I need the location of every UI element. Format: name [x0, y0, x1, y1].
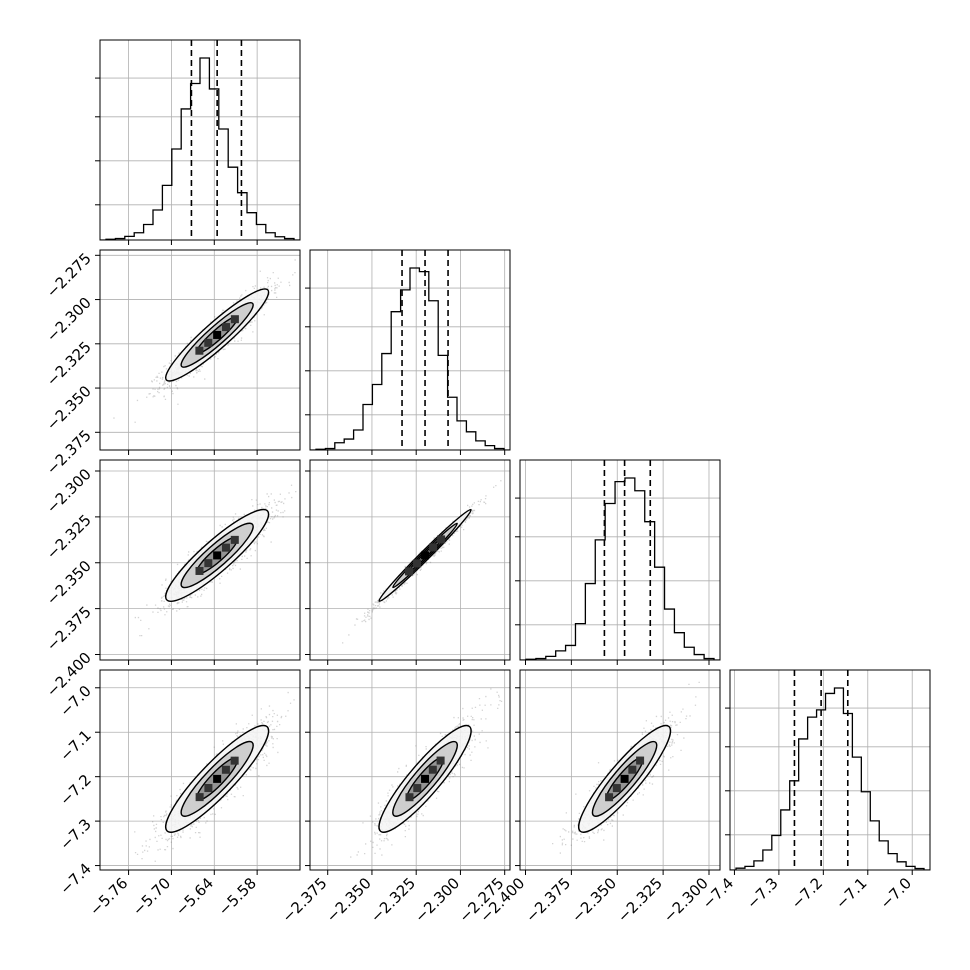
panel-frame: [309, 669, 511, 871]
y-tick-label: −7.3: [56, 815, 94, 853]
panel-2-1: [305, 459, 511, 665]
panel-3-3: −7.4 −7.3 −7.2 −7.1 −7.0: [699, 669, 931, 913]
density-core-1-0: [222, 323, 231, 332]
panel-2-2: [515, 459, 721, 665]
x-tick-label: −2.325: [614, 874, 666, 926]
panel-2-0: −2.400−2.375−2.350−2.325−2.300: [43, 459, 301, 701]
panel-1-0: −2.375−2.350−2.325−2.300−2.275: [43, 249, 301, 478]
density-core-2-1: [429, 543, 438, 552]
panel-frame: [519, 459, 721, 661]
density-core-3-2: [636, 756, 645, 765]
y-tick-label: −2.350: [43, 382, 95, 434]
density-core-3-0: [195, 793, 204, 802]
x-tick-label: −5.64: [172, 874, 217, 919]
density-core-3-1: [405, 793, 414, 802]
panel-frame: [309, 249, 511, 451]
density-core-1-0: [230, 315, 239, 324]
density-core-3-2: [628, 765, 637, 774]
density-core-3-2: [620, 774, 629, 783]
histogram-3: [730, 687, 930, 870]
density-core-3-1: [421, 774, 430, 783]
x-tick-label: −5.70: [129, 874, 174, 919]
panel-frame: [99, 669, 301, 871]
panel-frame: [729, 669, 931, 871]
panel-0-0: [95, 39, 301, 245]
x-tick-label: −2.350: [323, 874, 375, 926]
panel-frame: [99, 459, 301, 661]
y-tick-label: −2.300: [43, 294, 95, 346]
x-tick-label: −7.0: [877, 874, 915, 912]
y-tick-label: −2.325: [43, 338, 95, 390]
panel-3-2: −2.400−2.375−2.350−2.325−2.300: [476, 669, 721, 926]
histogram-2: [520, 477, 720, 660]
density-core-2-0: [221, 543, 230, 552]
density-core-3-2: [612, 784, 621, 793]
density-core-2-0: [213, 551, 222, 560]
histogram-1: [310, 267, 510, 450]
density-core-2-1: [421, 551, 430, 560]
panel-frame: [99, 39, 301, 241]
density-core-2-1: [437, 535, 446, 544]
density-core-1-0: [195, 346, 204, 355]
panel-1-1: [305, 249, 511, 455]
density-core-3-2: [605, 793, 614, 802]
density-core-3-0: [230, 756, 239, 765]
y-tick-label: −7.2: [56, 771, 94, 809]
density-core-3-1: [428, 765, 437, 774]
density-core-2-1: [404, 567, 413, 576]
x-tick-label: −2.325: [367, 874, 419, 926]
density-core-2-0: [195, 566, 204, 575]
y-tick-label: −7.1: [56, 726, 94, 764]
y-tick-label: −2.275: [43, 249, 95, 301]
density-core-3-1: [413, 784, 422, 793]
y-tick-label: −2.350: [43, 557, 95, 609]
x-tick-label: −7.3: [743, 874, 781, 912]
x-tick-label: −2.300: [411, 874, 463, 926]
panel-3-1: −2.375−2.350−2.325−2.300−2.275: [279, 669, 511, 926]
density-core-2-0: [204, 559, 213, 568]
density-core-2-1: [413, 559, 422, 568]
panel-frame: [99, 249, 301, 451]
x-tick-label: −7.2: [788, 874, 826, 912]
x-tick-label: −7.1: [832, 874, 870, 912]
density-core-3-0: [204, 784, 213, 793]
panel-frame: [519, 669, 721, 871]
panel-frame: [309, 459, 511, 661]
x-tick-label: −2.375: [279, 874, 331, 926]
density-core-1-0: [204, 338, 213, 347]
density-core-3-1: [436, 756, 445, 765]
density-core-1-0: [213, 330, 222, 339]
panel-3-0: −5.76−5.70−5.64−5.58−7.4−7.3−7.2−7.1−7.0: [56, 669, 301, 919]
density-core-3-0: [221, 765, 230, 774]
y-tick-label: −2.325: [43, 511, 95, 563]
y-tick-label: −7.4: [56, 860, 94, 898]
density-core-2-0: [230, 535, 239, 544]
x-tick-label: −5.58: [215, 874, 260, 919]
y-tick-label: −2.375: [43, 603, 95, 655]
x-tick-label: −2.350: [568, 874, 620, 926]
x-tick-label: −5.76: [86, 874, 131, 919]
density-core-3-0: [213, 774, 222, 783]
histogram-0: [100, 57, 300, 240]
x-tick-label: −2.375: [522, 874, 574, 926]
